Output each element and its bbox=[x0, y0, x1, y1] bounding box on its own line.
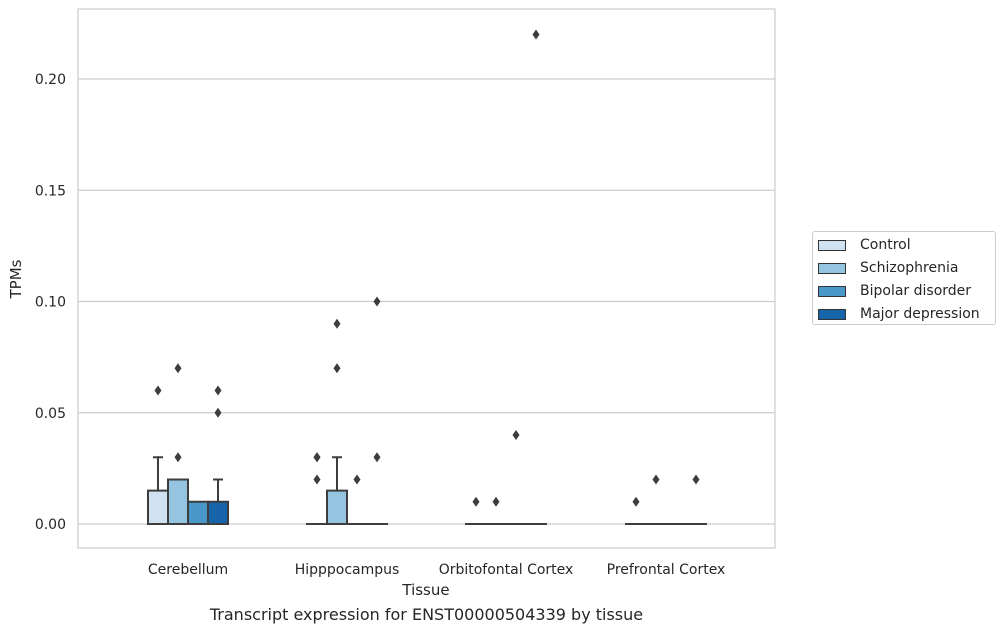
box-marks bbox=[147, 29, 707, 526]
legend-swatch-major-depression bbox=[818, 308, 846, 320]
x-tick-label: Orbitofontal Cortex bbox=[439, 562, 574, 578]
legend: Control Schizophrenia Bipolar disorder M… bbox=[812, 231, 996, 325]
plot-frame bbox=[77, 8, 776, 549]
y-tick-label: 0.10 bbox=[35, 295, 66, 311]
box bbox=[207, 500, 229, 525]
legend-item-major-depression: Major depression bbox=[818, 305, 980, 323]
x-tick-label: Hipppocampus bbox=[295, 562, 400, 578]
outlier-point bbox=[333, 318, 341, 329]
figure-caption: Transcript expression for ENST0000050433… bbox=[209, 605, 644, 624]
legend-label-control: Control bbox=[860, 237, 911, 253]
y-tick-label: 0.05 bbox=[35, 406, 66, 422]
box bbox=[167, 478, 189, 525]
y-tick-label: 0.15 bbox=[35, 183, 66, 199]
outlier-point bbox=[313, 452, 321, 463]
tick-labels: 0.00 0.05 0.10 0.15 0.20 Cerebellum Hipppocamp… bbox=[35, 72, 726, 578]
y-axis-title: TPMs bbox=[7, 259, 25, 299]
y-tick-label: 0.00 bbox=[35, 517, 66, 533]
legend-swatch-schizophrenia bbox=[818, 262, 846, 274]
legend-label-bipolar: Bipolar disorder bbox=[860, 283, 972, 299]
outlier-point bbox=[512, 430, 520, 440]
legend-swatch-bipolar bbox=[818, 285, 846, 297]
legend-swatch-control bbox=[818, 239, 846, 251]
outlier-point bbox=[174, 363, 182, 374]
grid-lines bbox=[78, 78, 775, 525]
outlier-point bbox=[174, 452, 182, 463]
outlier-point bbox=[692, 474, 700, 485]
outlier-point bbox=[373, 452, 381, 463]
outlier-point bbox=[652, 474, 660, 485]
outlier-point bbox=[214, 385, 222, 396]
x-axis-title: Tissue bbox=[401, 581, 449, 599]
box bbox=[147, 489, 169, 525]
outlier-point bbox=[492, 496, 500, 507]
outlier-point bbox=[154, 385, 162, 396]
outlier-point bbox=[353, 474, 361, 485]
outlier-point bbox=[214, 407, 222, 418]
box bbox=[326, 489, 348, 525]
legend-label-schizophrenia: Schizophrenia bbox=[860, 260, 959, 276]
outlier-point bbox=[632, 496, 640, 507]
legend-item-schizophrenia: Schizophrenia bbox=[818, 259, 958, 277]
legend-item-control: Control bbox=[818, 236, 911, 254]
legend-label-major-depression: Major depression bbox=[860, 306, 980, 322]
y-tick-label: 0.20 bbox=[35, 72, 66, 88]
box bbox=[187, 500, 209, 525]
outlier-point bbox=[532, 29, 540, 40]
outlier-point bbox=[333, 363, 341, 374]
outlier-point bbox=[472, 496, 480, 507]
outlier-point bbox=[373, 296, 381, 307]
x-tick-label: Cerebellum bbox=[148, 562, 228, 578]
x-tick-label: Prefrontal Cortex bbox=[607, 562, 726, 578]
legend-item-bipolar: Bipolar disorder bbox=[818, 282, 971, 300]
outlier-point bbox=[313, 474, 321, 485]
